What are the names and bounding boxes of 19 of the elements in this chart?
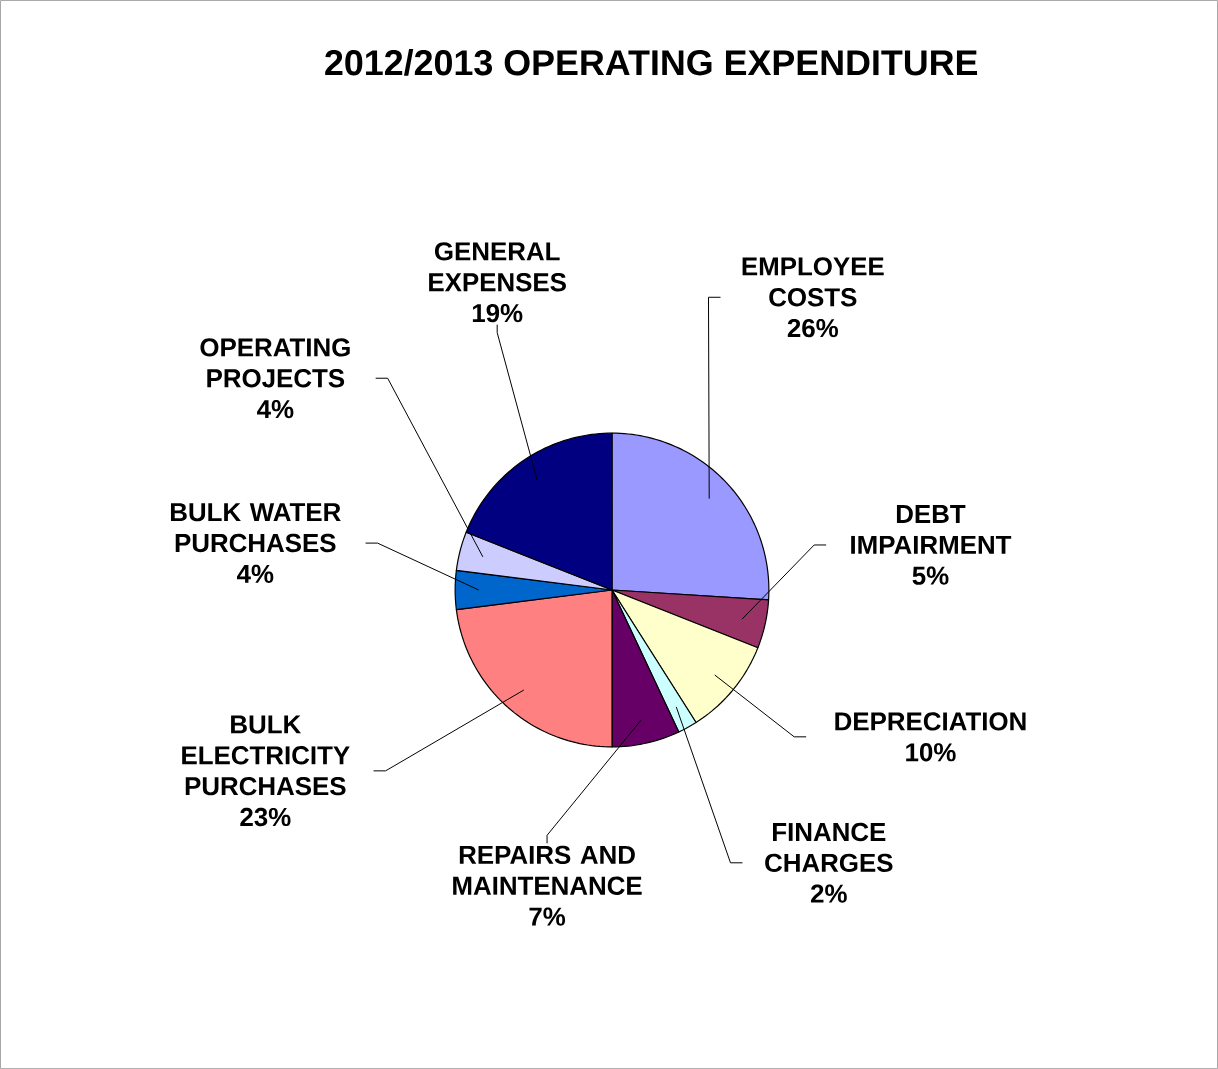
slice-label: EMPLOYEE COSTS [742,257,884,307]
slice-label: FINANCE CHARGES [765,822,893,872]
data-label: 10% [906,743,956,762]
data-label: 23% [240,807,291,827]
slice-label: OPERATING PROJECTS [200,338,350,388]
slice-label: BULK WATER PURCHASES [170,503,341,553]
data-label: 5% [912,566,949,585]
data-label: 7% [529,907,566,926]
slice-label: DEBT IMPAIRMENT [851,505,1012,554]
slice-label: GENERAL EXPENSES [429,242,566,292]
slice-label: REPAIRS AND MAINTENANCE [453,845,642,895]
data-label: 19% [472,303,523,323]
data-label: 4% [236,564,274,583]
slice-label: DEPRECIATION [835,712,1026,731]
chart-title: 2012/2013 OPERATING EXPENDITURE [325,49,978,76]
data-label: 2% [811,884,847,903]
slice-label: BULK ELECTRICITY PURCHASES [182,715,350,796]
data-label: 4% [257,399,294,419]
data-label: 26% [787,318,839,338]
